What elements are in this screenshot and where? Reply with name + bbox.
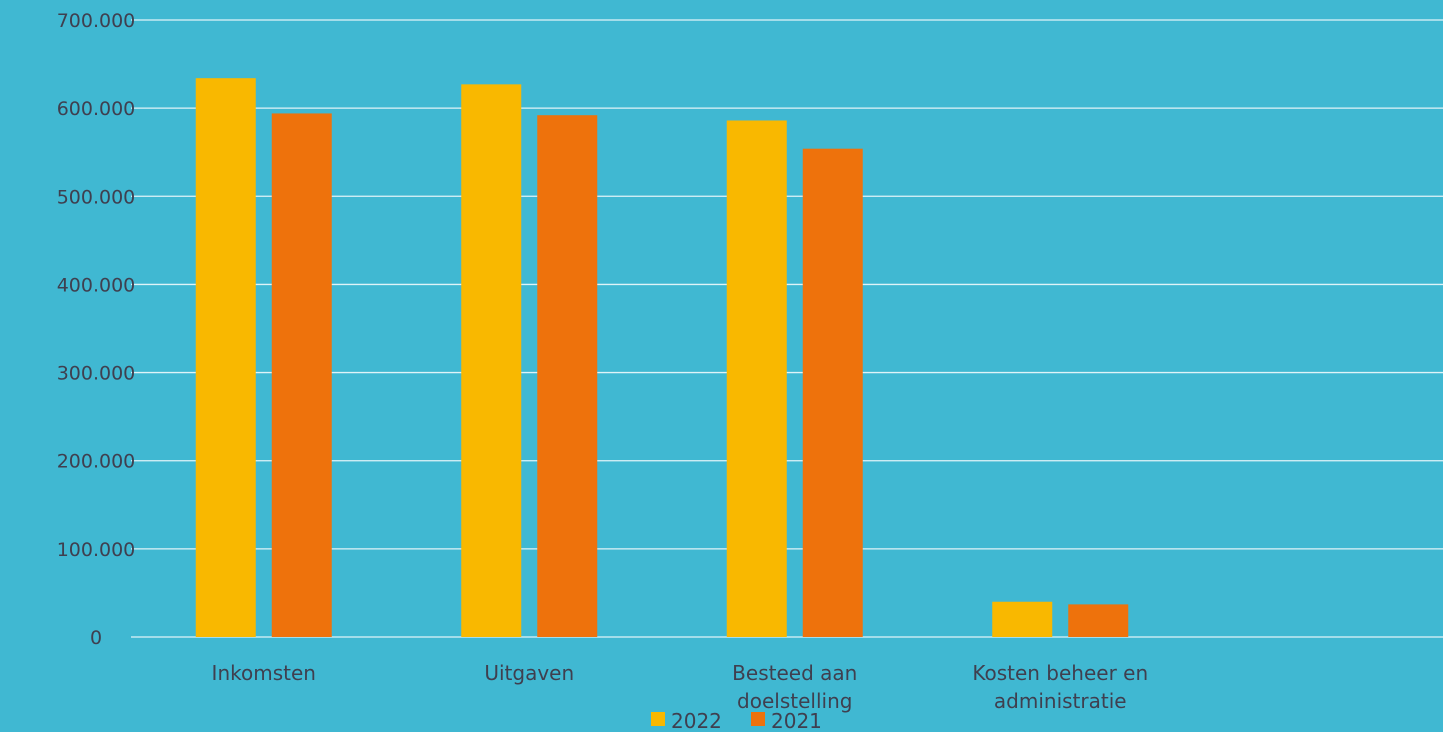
y-tick-label: 700.000	[57, 10, 136, 32]
gridlines	[131, 19, 1443, 638]
bars	[195, 78, 1129, 638]
y-tick-label: 500.000	[57, 186, 136, 208]
y-tick-label: 0	[90, 627, 102, 649]
x-tick-label: Inkomsten	[212, 661, 316, 685]
x-axis: Inkomsten Uitgaven Besteed aan doelstelling…	[212, 661, 1149, 713]
y-tick-label: 200.000	[57, 451, 136, 473]
legend-label-2022: 2022	[671, 709, 722, 732]
legend-swatch-2022	[651, 712, 665, 726]
bar-2022-1	[461, 84, 522, 637]
y-tick-label: 400.000	[57, 274, 136, 296]
x-tick-label: Besteed aan doelstelling	[732, 661, 857, 713]
bar-2021-1	[537, 115, 598, 638]
bar-2021-3	[1068, 604, 1129, 637]
bar-2022-3	[992, 601, 1053, 637]
bar-2022-2	[726, 120, 787, 638]
bar-2021-0	[271, 113, 332, 638]
y-tick-label: 100.000	[57, 539, 136, 561]
legend-label-2021: 2021	[771, 709, 822, 732]
y-tick-label: 600.000	[57, 98, 136, 120]
legend: 2022 2021	[651, 709, 822, 732]
x-tick-label: Kosten beheer en administratie	[972, 661, 1148, 713]
legend-swatch-2021	[751, 712, 765, 726]
bar-2022-0	[195, 78, 256, 637]
bar-2021-2	[802, 148, 863, 637]
y-tick-label: 300.000	[57, 363, 136, 385]
x-tick-label: Uitgaven	[484, 661, 574, 685]
y-axis: 0 100.000 200.000 300.000 400.000 500.000 600.…	[57, 10, 136, 649]
